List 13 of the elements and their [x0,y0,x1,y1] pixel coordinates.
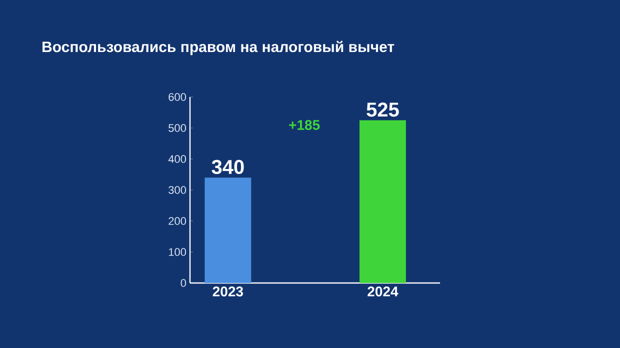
annotation: +185 [289,120,320,130]
y-tick-label: 600 [168,93,186,101]
y-tick-label: 400 [168,155,186,163]
y-tick-label: 500 [168,124,186,132]
data-label: 340 [212,160,244,174]
y-tick-label: 200 [168,217,186,225]
y-tick-label: 300 [168,186,186,194]
data-label: 525 [366,102,399,117]
y-tick-label: 0 [180,279,186,287]
y-tick-label: 100 [168,248,186,256]
chart-title: Воспользовались правом на налоговый вычет [42,40,394,56]
x-tick-label: 2024 [368,286,398,296]
x-tick-label: 2023 [212,286,243,296]
